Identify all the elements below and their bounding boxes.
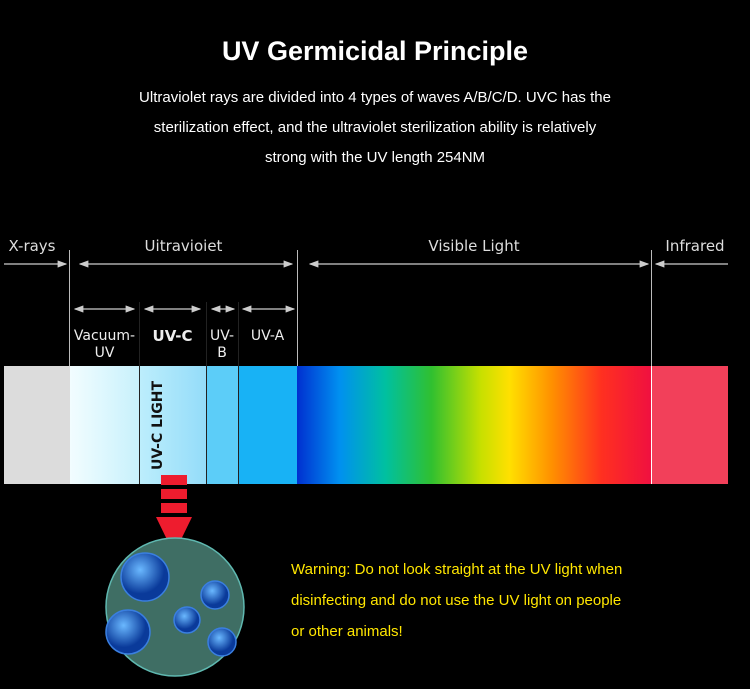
range-arrows: [4, 260, 728, 313]
segment-xrays: [4, 366, 70, 484]
sub-label-uvc: UV-C: [152, 327, 193, 345]
sub-label-uva: UV-A: [250, 328, 285, 344]
warning-line: or other animals!: [291, 623, 403, 640]
divider: [651, 366, 652, 484]
virus-icons: [105, 552, 237, 657]
segment-visible: [297, 366, 651, 484]
divider: [206, 302, 207, 484]
divider: [139, 302, 140, 484]
text: Vacuum-: [73, 328, 136, 344]
divider: [651, 250, 652, 366]
band-label-ultraviolet: Uitravioiet: [144, 237, 223, 255]
segment-infrared: [651, 366, 728, 484]
virus-illustration: [105, 475, 245, 677]
divider: [297, 302, 298, 366]
sub-label-vacuum-uv: Vacuum- UV: [70, 328, 139, 362]
segment-uvc: [139, 366, 206, 484]
segment-uvb: [206, 366, 238, 484]
divider: [69, 250, 70, 366]
warning-text: Warning: Do not look straight at the UV …: [291, 554, 711, 647]
text: B: [217, 345, 227, 361]
sub-label-uvb: UV- B: [206, 328, 238, 362]
band-label-infrared: Infrared: [665, 237, 725, 255]
uvc-light-label: UV-C LIGHT: [150, 380, 166, 470]
segment-uva: [238, 366, 297, 484]
text: UV: [94, 345, 115, 361]
text: UV-: [209, 328, 235, 344]
divider: [238, 302, 239, 484]
description-line: Ultraviolet rays are divided into 4 type…: [139, 89, 611, 106]
warning-line: disinfecting and do not use the UV light…: [291, 592, 622, 609]
band-label-visible: Visible Light: [428, 237, 520, 255]
description-line: sterilization effect, and the ultraviole…: [153, 119, 597, 136]
description-line: strong with the UV length 254NM: [264, 149, 486, 166]
red-arrow-icon: [156, 475, 192, 554]
segment-vacuum-uv: [70, 366, 139, 484]
warning-line: Warning: Do not look straight at the UV …: [291, 561, 623, 578]
page-title: UV Germicidal Principle: [221, 36, 529, 66]
band-label-xrays: X-rays: [8, 237, 56, 255]
